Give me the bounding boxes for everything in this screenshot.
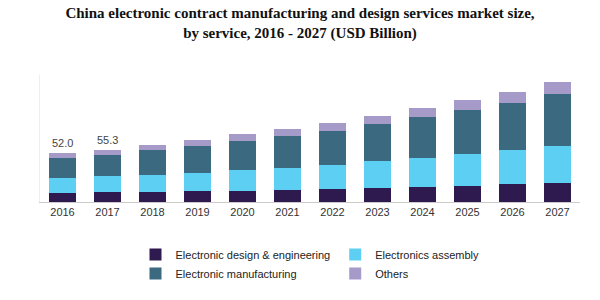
svg-text:2025: 2025 xyxy=(455,206,479,218)
svg-text:55.3: 55.3 xyxy=(97,134,118,146)
svg-text:2019: 2019 xyxy=(185,206,209,218)
svg-text:2026: 2026 xyxy=(500,206,524,218)
svg-text:2023: 2023 xyxy=(365,206,389,218)
svg-text:2018: 2018 xyxy=(140,206,164,218)
svg-text:2024: 2024 xyxy=(410,206,434,218)
svg-text:2027: 2027 xyxy=(545,206,569,218)
svg-text:Others: Others xyxy=(375,268,409,280)
svg-text:China electronic contract manu: China electronic contract manufacturing … xyxy=(65,5,534,42)
svg-text:2017: 2017 xyxy=(95,206,119,218)
svg-text:52.0: 52.0 xyxy=(52,137,73,149)
svg-text:Electronics assembly: Electronics assembly xyxy=(375,249,479,261)
svg-text:2022: 2022 xyxy=(320,206,344,218)
svg-text:2021: 2021 xyxy=(275,206,299,218)
svg-text:Electronic design & engineerin: Electronic design & engineering xyxy=(176,249,331,261)
svg-text:Electronic manufacturing: Electronic manufacturing xyxy=(176,268,297,280)
svg-text:2020: 2020 xyxy=(230,206,254,218)
svg-text:2016: 2016 xyxy=(50,206,74,218)
